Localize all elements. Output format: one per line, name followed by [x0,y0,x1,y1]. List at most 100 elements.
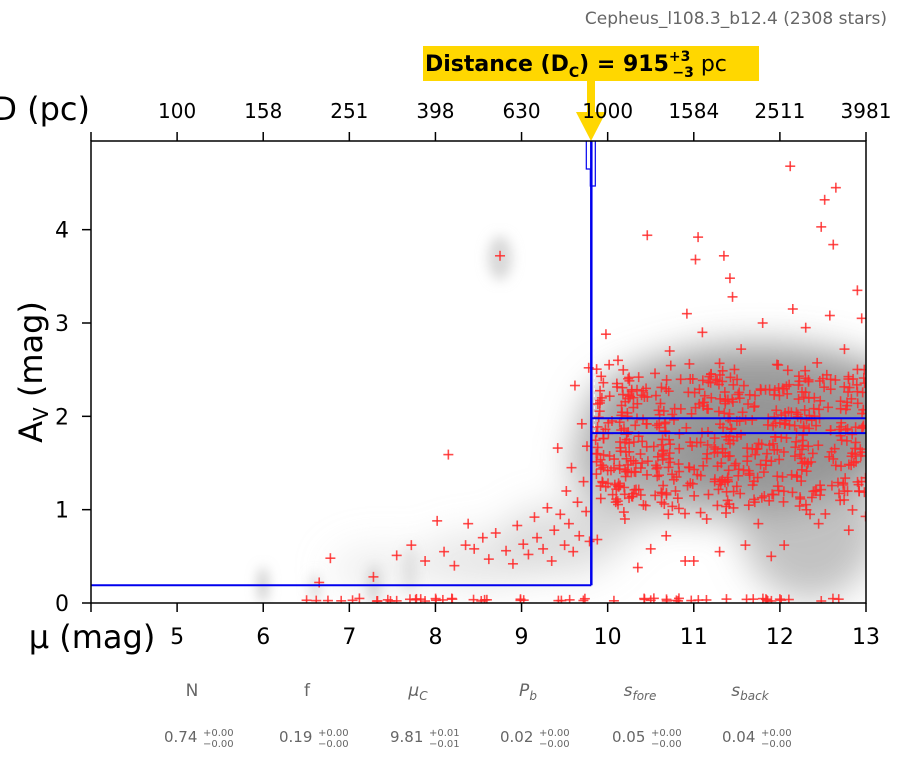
data-point [713,484,724,495]
data-point [443,449,454,460]
parameter-0: N 0.74 +0.00−0.00 [164,681,234,750]
data-point [532,532,543,543]
data-point [720,508,731,519]
data-point [664,434,675,445]
data-point [637,436,648,447]
data-point [635,463,646,474]
data-point [729,364,740,375]
x-tick-label: 12 [766,625,794,650]
data-point [507,558,518,569]
data-point [778,486,789,497]
top-tick-label: 1584 [668,99,719,123]
data-point [800,499,811,510]
data-point [665,360,676,371]
data-point [515,595,526,603]
data-point [618,423,629,434]
data-point [628,402,639,413]
data-point [736,429,747,440]
data-point [469,543,480,554]
y-tick-label: 4 [55,219,69,244]
data-point [468,594,479,603]
data-point [686,408,697,419]
data-point [661,595,672,603]
data-point [538,543,549,554]
data-point [661,383,672,394]
x-tick-label: 11 [680,625,708,650]
data-point [633,372,644,383]
data-point [731,481,742,492]
data-point [738,380,749,391]
data-point [742,451,753,462]
data-point [701,514,712,524]
data-point [632,562,643,573]
data-point [632,384,643,395]
data-point [595,493,606,504]
data-point [798,392,809,403]
data-point [695,507,706,518]
data-point [654,470,665,481]
data-point [772,444,783,455]
data-point [642,456,653,467]
data-point [728,502,739,513]
data-point [710,374,721,385]
data-point [703,489,714,500]
data-point [552,443,563,454]
data-point [665,439,676,450]
data-point [336,595,347,603]
data-point [712,500,723,511]
data-point [572,497,583,508]
top-tick-label: 1000 [582,99,633,123]
data-point [723,465,734,476]
data-point [702,439,713,450]
data-point [777,471,788,482]
data-point [858,373,866,384]
data-point [630,458,641,469]
data-point [787,304,798,314]
data-point [613,355,623,366]
data-point [613,481,624,492]
data-point [689,490,700,501]
data-point [735,488,746,499]
data-point [568,546,579,557]
data-point [795,492,806,503]
data-point [635,449,646,460]
parameter-1: f 0.19 +0.00−0.00 [279,681,349,750]
data-point [546,556,557,566]
data-point [767,489,778,500]
parameter-name: sback [731,681,769,703]
data-point [673,503,684,514]
data-point [806,492,817,503]
data-point [619,489,630,500]
parameter-minus: −0.00 [651,739,682,750]
data-point [663,509,674,520]
x-tick-label: 9 [515,625,529,650]
data-point [657,449,668,460]
data-point [354,593,365,603]
data-point [749,494,760,505]
data-point [798,429,809,440]
data-point [800,387,811,398]
data-point [563,518,574,529]
data-point [650,390,661,401]
data-point [523,549,534,560]
data-point [825,374,836,385]
data-point [724,273,735,284]
data-point [793,371,804,382]
data-point [658,406,669,417]
data-point [804,423,815,434]
data-point [747,480,758,491]
distance-arrow [576,81,606,141]
data-point [794,449,805,460]
data-point [762,596,773,603]
data-point [766,551,777,562]
data-point [709,433,720,444]
data-point [691,437,702,448]
data-point [732,374,743,385]
data-point [764,495,775,506]
data-point [648,441,659,452]
data-point [680,556,691,566]
parameter-value: 0.04 [722,728,755,746]
parameter-name: sfore [624,681,657,703]
data-point [642,230,653,241]
